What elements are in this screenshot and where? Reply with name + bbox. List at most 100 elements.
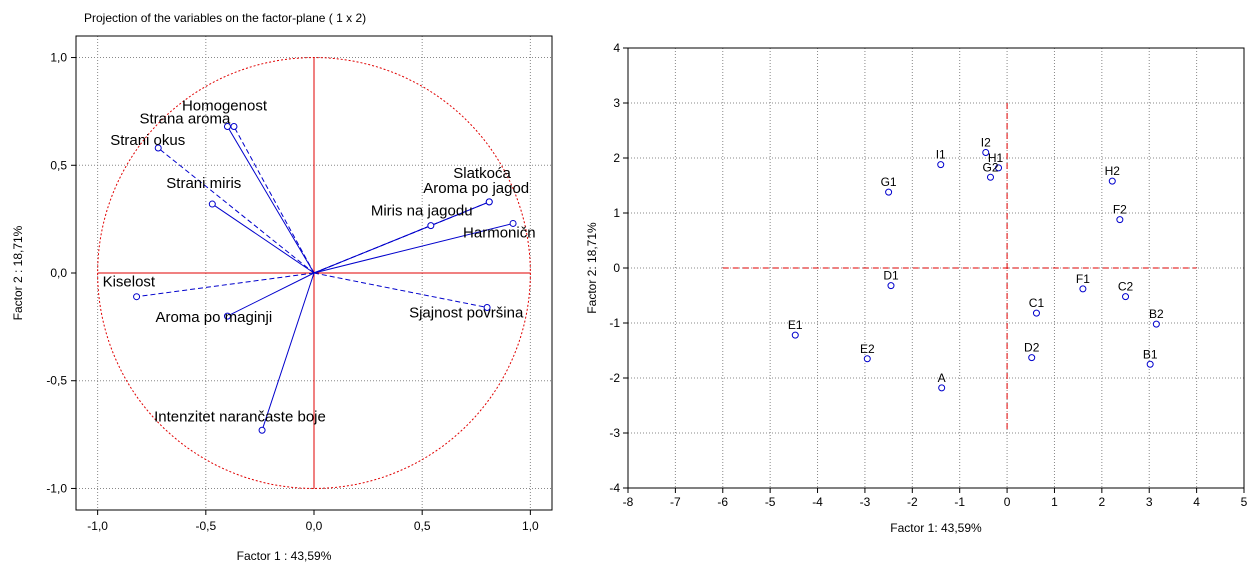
chart1-point-label: Harmoničn	[463, 224, 536, 241]
chart1-x-tick-label: 0,5	[414, 519, 431, 533]
chart1-unit-circle	[97, 57, 531, 489]
chart2-point-label: F2	[1113, 203, 1127, 217]
chart1-point-label: Slatkoća	[453, 165, 511, 182]
chart1-vector	[212, 203, 315, 274]
chart1-vector	[313, 272, 488, 308]
chart2-x-tick-label: 5	[1241, 495, 1248, 509]
chart1-point-label: Kiselost	[103, 274, 156, 291]
chart1-x-tick-label: 1,0	[522, 519, 539, 533]
chart1-point	[427, 222, 435, 230]
chart2-point-label: I1	[936, 148, 946, 162]
chart2-point	[982, 149, 990, 156]
chart1-y-tick-label: -1,0	[46, 481, 67, 495]
chart1-x-axis-label: Factor 1 : 43,59%	[237, 549, 332, 563]
chart1-vector	[136, 272, 315, 298]
chart1-title: Projection of the variables on the facto…	[84, 11, 366, 25]
chart1-vector	[227, 272, 315, 317]
chart2-point	[887, 282, 895, 290]
chart1-vector	[157, 147, 315, 274]
chart2-point	[1108, 177, 1116, 185]
chart2-point	[1146, 360, 1154, 368]
chart2-x-tick-label: -2	[907, 495, 918, 509]
chart2-x-tick-label: -7	[670, 495, 681, 509]
chart2-x-tick-label: 4	[1193, 495, 1200, 509]
chart1-frame	[75, 35, 553, 511]
chart1-x-tick-label: -1,0	[87, 519, 108, 533]
chart2-x-tick-label: -4	[812, 495, 823, 509]
chart2-x-tick-label: 3	[1146, 495, 1153, 509]
chart2-y-axis-label: Factor 2: 18,71%	[585, 222, 599, 314]
chart2-x-tick-label: 0	[1004, 495, 1011, 509]
chart2-point-label: D1	[883, 269, 899, 283]
chart1-x-tick-label: -0,5	[195, 519, 216, 533]
chart2-x-axis-label: Factor 1: 43,59%	[890, 521, 982, 535]
chart2-x-tick-label: -3	[860, 495, 871, 509]
chart2-point-label: A	[938, 371, 946, 385]
chart1-point	[485, 198, 493, 206]
chart2-point	[1079, 285, 1087, 293]
chart2-point-label: G1	[881, 175, 897, 189]
chart1-point-label: Sjajnost površina	[409, 304, 524, 321]
chart1-y-tick-label: 0,0	[50, 266, 67, 280]
chart1-point	[230, 122, 238, 130]
chart2-point	[1152, 320, 1160, 328]
chart2-point-label: C1	[1029, 296, 1045, 310]
chart1-y-tick-label: 0,5	[50, 158, 67, 172]
chart2-point	[1032, 309, 1040, 317]
chart2-y-tick-label: -3	[609, 426, 620, 440]
chart2-point-label: C2	[1118, 280, 1134, 294]
chart2-point-label: D2	[1024, 341, 1040, 355]
chart2-point	[937, 161, 945, 169]
chart2-y-tick-label: 0	[613, 261, 620, 275]
chart1-point	[258, 426, 266, 434]
chart2-x-tick-label: -6	[717, 495, 728, 509]
chart1-point	[223, 122, 231, 130]
chart2-point	[995, 164, 1003, 172]
chart2-point-label: H1	[988, 151, 1004, 165]
chart2-y-tick-label: 1	[613, 206, 620, 220]
chart1-vector	[261, 272, 315, 431]
chart2-x-tick-label: -8	[623, 495, 634, 509]
chart1-point	[223, 312, 231, 320]
chart2-point-label: I2	[981, 136, 991, 150]
chart1-y-tick-label: -0,5	[46, 374, 67, 388]
chart1-y-axis-label: Factor 2 : 18,71%	[11, 225, 25, 320]
chart1-x-tick-label: 0,0	[306, 519, 323, 533]
chart1-point-label: Strana aroma	[139, 110, 231, 127]
chart1-point	[154, 144, 162, 152]
chart1-point	[483, 303, 491, 311]
chart1-vector	[313, 201, 490, 274]
chart2-point-label: B1	[1143, 347, 1158, 361]
chart1-point-label: Homogenost	[182, 97, 268, 114]
chart1-y-tick-label: 1,0	[50, 51, 67, 65]
chart2-x-tick-label: -5	[765, 495, 776, 509]
chart2-point	[791, 331, 799, 339]
chart1-point-label: Intenzitet narančaste boje	[154, 408, 326, 425]
chart1-point-label: Aroma po jagod	[423, 180, 529, 197]
chart1-point	[133, 293, 141, 301]
chart2-y-tick-label: 2	[613, 151, 620, 165]
chart2-point	[1116, 216, 1124, 224]
chart2-x-tick-label: 2	[1099, 495, 1106, 509]
chart2-x-tick-label: 1	[1051, 495, 1058, 509]
chart2-point-label: B2	[1149, 307, 1164, 321]
chart2-point	[986, 173, 994, 181]
chart2-y-tick-label: -2	[609, 371, 620, 385]
chart1-point-label: Aroma po maginji	[155, 309, 272, 326]
chart2-frame	[627, 47, 1245, 489]
chart2-y-tick-label: -4	[609, 481, 620, 495]
chart2-point	[885, 188, 893, 196]
chart2-y-tick-label: 3	[613, 96, 620, 110]
chart2-point	[1122, 293, 1130, 301]
chart2-point-label: G2	[982, 160, 998, 174]
chart2-point	[938, 384, 946, 392]
chart2-point-label: F1	[1076, 272, 1090, 286]
chart2-y-tick-label: 4	[613, 41, 620, 55]
chart1-point	[509, 219, 517, 227]
chart1-point	[208, 200, 216, 208]
chart2-point	[863, 355, 871, 363]
chart2-point-label: E1	[788, 318, 803, 332]
chart1-vector	[233, 126, 315, 274]
chart2-y-tick-label: -1	[609, 316, 620, 330]
